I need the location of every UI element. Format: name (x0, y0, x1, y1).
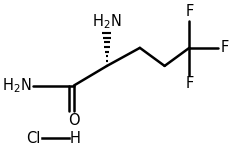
Text: O: O (68, 113, 79, 128)
Text: H$_2$N: H$_2$N (2, 76, 32, 95)
Text: F: F (184, 77, 193, 91)
Text: H: H (70, 131, 80, 146)
Text: F: F (184, 4, 193, 19)
Text: H$_2$N: H$_2$N (92, 13, 121, 31)
Text: F: F (219, 40, 227, 55)
Text: Cl: Cl (27, 131, 41, 146)
